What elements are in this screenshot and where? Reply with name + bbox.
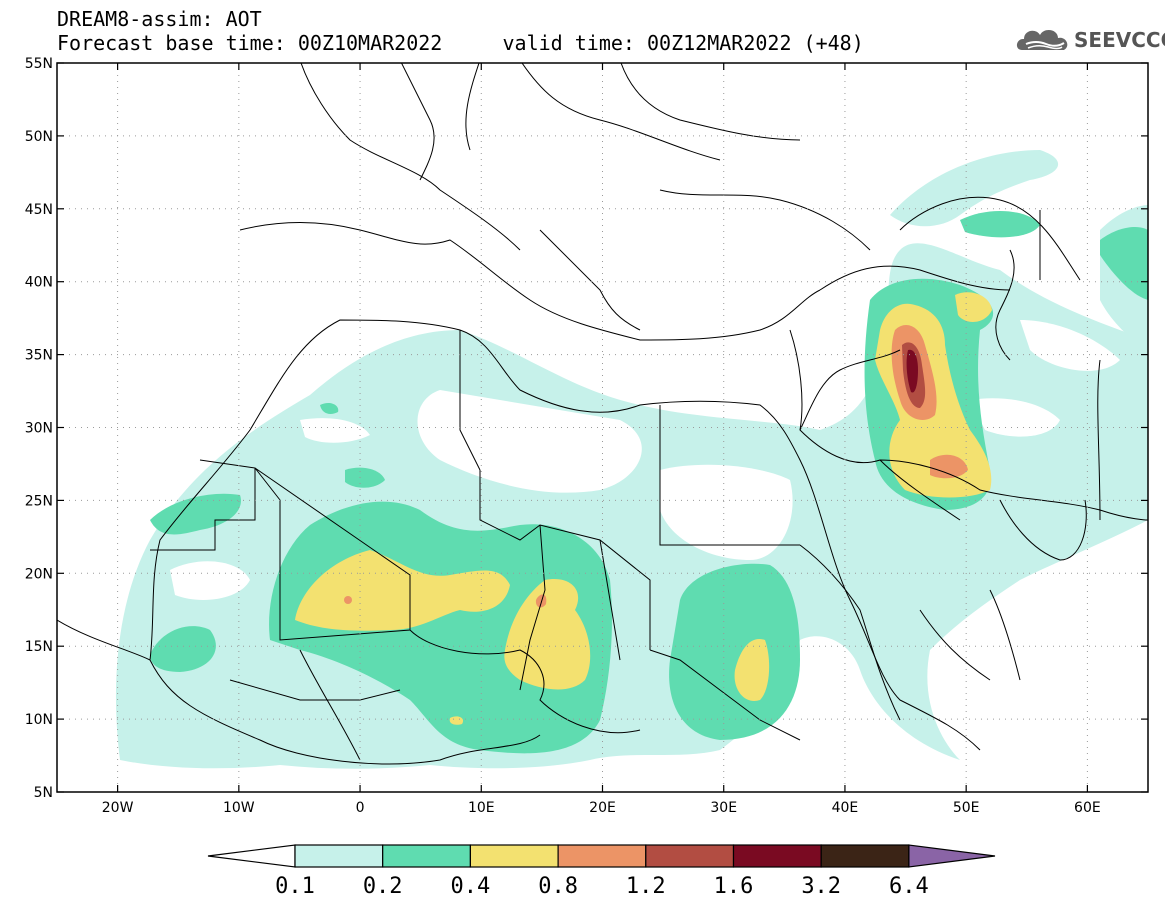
lat-label: 20N (25, 566, 53, 582)
colorbar-swatch (820, 844, 910, 868)
lat-label: 30N (25, 421, 53, 437)
colorbar-labels: 0.1 0.2 0.4 0.8 1.2 1.6 3.2 6.4 (275, 874, 929, 899)
colorbar (207, 844, 996, 868)
lat-label: 45N (25, 202, 53, 218)
colorbar-label: 1.6 (714, 874, 754, 899)
lat-label: 10N (25, 712, 53, 728)
lon-label: 0 (356, 800, 365, 816)
lon-label: 10W (223, 800, 255, 816)
forecast-time-info: Forecast base time: 00Z10MAR2022 valid t… (57, 31, 864, 55)
coastlines-borders (57, 63, 1148, 765)
colorbar-swatch (294, 844, 384, 868)
lat-label: 40N (25, 275, 53, 291)
colorbar-swatch (557, 844, 647, 868)
latitude-labels: 55N 50N 45N 40N 35N 30N 25N 20N 15N 10N 5N (25, 56, 53, 801)
lat-label: 15N (25, 639, 53, 655)
colorbar-label: 0.2 (363, 874, 403, 899)
colorbar-label: 6.4 (889, 874, 929, 899)
axis-ticks (57, 62, 1148, 793)
colorbar-swatch (645, 844, 735, 868)
lon-label: 60E (1074, 800, 1101, 816)
lon-label: 20W (102, 800, 134, 816)
aot-level-1.6 (906, 349, 918, 393)
colorbar-swatch (382, 844, 472, 868)
map-title: DREAM8-assim: AOT (57, 7, 262, 31)
colorbar-over-arrow (908, 844, 996, 868)
aot-field (57, 63, 1148, 792)
lat-label: 50N (25, 129, 53, 145)
colorbar-swatch (732, 844, 822, 868)
colorbar-label: 0.1 (275, 874, 315, 899)
colorbar-swatch (469, 844, 559, 868)
aot-below-0.1 (170, 320, 1120, 600)
colorbar-label: 3.2 (801, 874, 841, 899)
lat-label: 5N (34, 785, 53, 801)
lon-label: 40E (832, 800, 859, 816)
lon-label: 50E (953, 800, 980, 816)
colorbar-label: 0.4 (451, 874, 491, 899)
colorbar-label: 0.8 (538, 874, 578, 899)
lat-label: 25N (25, 493, 53, 509)
lon-label: 20E (589, 800, 616, 816)
lon-label: 10E (468, 800, 495, 816)
lat-label: 35N (25, 348, 53, 364)
colorbar-label: 1.2 (626, 874, 666, 899)
lat-label: 55N (25, 56, 53, 72)
longitude-labels: 20W 10W 0 10E 20E 30E 40E 50E 60E (102, 800, 1101, 816)
lon-label: 30E (710, 800, 737, 816)
logo-text: SEEVCCC (1074, 28, 1165, 52)
seevccc-logo: SEEVCCC (1016, 24, 1165, 58)
colorbar-under-arrow (207, 844, 296, 868)
cloud-logo-icon (1016, 29, 1068, 50)
